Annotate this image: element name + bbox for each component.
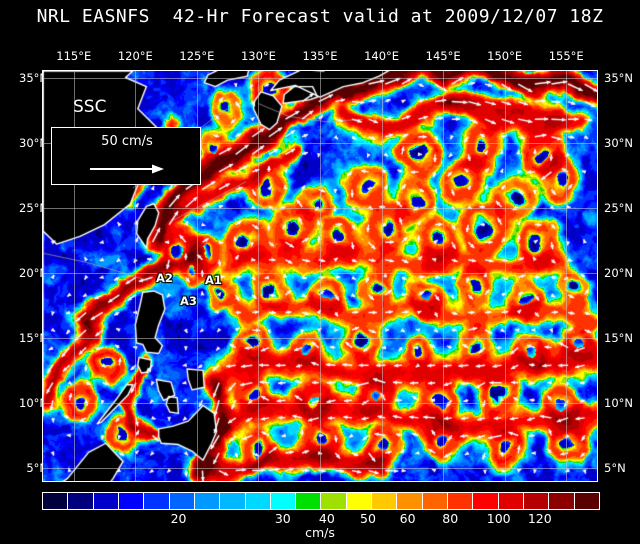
colorbar-cell-13	[372, 493, 398, 509]
annotation-a3: A3	[180, 294, 197, 308]
colorbar-cell-7	[220, 493, 246, 509]
colorbar-cell-8	[245, 493, 271, 509]
vector-arrow-icon	[90, 164, 164, 174]
colorbar-tick-60: 60	[399, 511, 416, 526]
colorbar-cell-9	[270, 493, 297, 509]
page-title: NRL EASNFS 42-Hr Forecast valid at 2009/…	[36, 6, 604, 27]
colorbar-cell-5	[169, 493, 195, 509]
colorbar-cell-18	[498, 493, 524, 509]
colorbar-cell-14	[397, 493, 423, 509]
lon-tick-120: 120°E	[117, 49, 153, 63]
lat-tick-right-15: 15°N	[604, 330, 633, 345]
lat-tick-left-25: 25°N	[19, 200, 48, 215]
colorbar-cell-11	[321, 493, 347, 509]
lat-tick-right-5: 5°N	[604, 460, 626, 475]
colorbar-unit-label: cm/s	[305, 525, 335, 540]
lon-tick-150: 150°E	[487, 49, 523, 63]
lat-tick-right-20: 20°N	[604, 265, 633, 280]
annotation-a1: A1	[205, 273, 222, 287]
lat-tick-left-20: 20°N	[19, 265, 48, 280]
colorbar-cell-12	[346, 493, 373, 509]
lat-tick-right-35: 35°N	[604, 70, 633, 85]
colorbar-cell-1	[68, 493, 94, 509]
lat-tick-right-30: 30°N	[604, 135, 633, 150]
colorbar-tick-100: 100	[486, 511, 511, 526]
lat-tick-right-10: 10°N	[604, 395, 633, 410]
lon-tick-140: 140°E	[364, 49, 400, 63]
lon-tick-115: 115°E	[56, 49, 92, 63]
colorbar-cell-19	[523, 493, 550, 509]
colorbar[interactable]	[42, 492, 600, 510]
colorbar-cell-17	[473, 493, 499, 509]
lat-tick-left-15: 15°N	[19, 330, 48, 345]
colorbar-cell-6	[194, 493, 221, 509]
current-speed-map[interactable]: SSC 50 cm/s A2 A1 A3	[42, 70, 598, 482]
annotation-a2: A2	[156, 271, 173, 285]
lon-tick-125: 125°E	[179, 49, 215, 63]
colorbar-cell-2	[93, 493, 119, 509]
lat-tick-left-35: 35°N	[19, 70, 48, 85]
ssc-label: SSC	[73, 97, 107, 117]
colorbar-cell-20	[549, 493, 575, 509]
colorbar-tick-20: 20	[170, 511, 187, 526]
colorbar-tick-80: 80	[442, 511, 459, 526]
colorbar-cell-21	[574, 493, 599, 509]
colorbar-cell-10	[296, 493, 322, 509]
colorbar-tick-120: 120	[527, 511, 552, 526]
colorbar-cell-16	[448, 493, 474, 509]
lat-tick-left-10: 10°N	[19, 395, 48, 410]
colorbar-tick-40: 40	[318, 511, 335, 526]
lat-tick-left-30: 30°N	[19, 135, 48, 150]
lon-tick-155: 155°E	[548, 49, 584, 63]
lat-tick-right-25: 25°N	[604, 200, 633, 215]
colorbar-tick-30: 30	[274, 511, 291, 526]
colorbar-cell-15	[422, 493, 448, 509]
colorbar-cell-4	[144, 493, 170, 509]
lon-tick-145: 145°E	[425, 49, 461, 63]
colorbar-tick-50: 50	[360, 511, 376, 526]
vector-scale-label: 50 cm/s	[101, 134, 153, 149]
lon-tick-135: 135°E	[302, 49, 338, 63]
lon-tick-130: 130°E	[240, 49, 276, 63]
vector-scale-legend: 50 cm/s	[51, 127, 201, 185]
colorbar-cell-0	[43, 493, 69, 509]
colorbar-cell-3	[118, 493, 145, 509]
